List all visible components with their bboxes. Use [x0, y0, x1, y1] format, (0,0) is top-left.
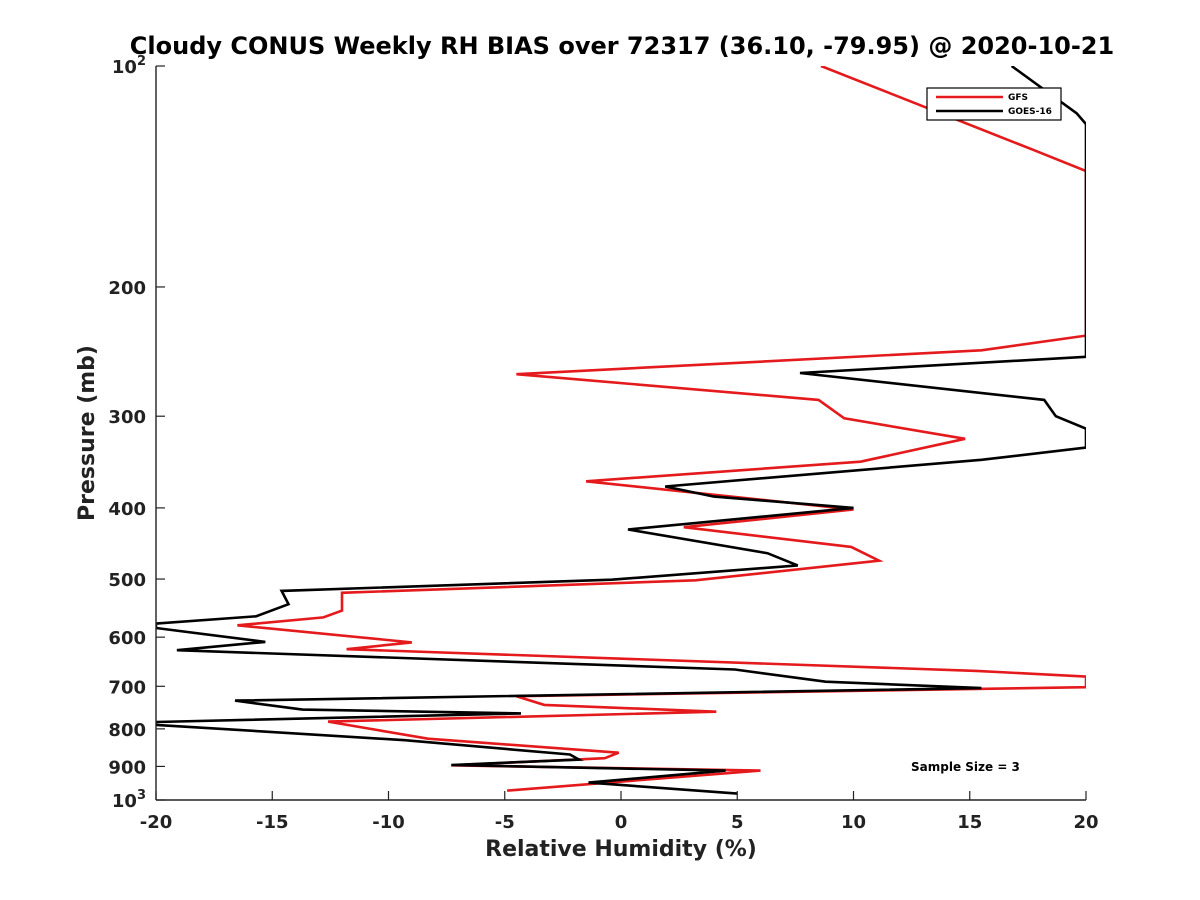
y-tick-label: 103 — [112, 788, 146, 812]
y-tick-label: 500 — [108, 570, 146, 591]
plot-area — [156, 66, 1086, 795]
y-tick-label: 200 — [108, 278, 146, 299]
x-tick-label: -20 — [140, 812, 173, 833]
x-tick-label: -10 — [372, 812, 405, 833]
legend-label-gfs: GFS — [1008, 93, 1028, 103]
x-tick-label: 20 — [1073, 812, 1098, 833]
x-tick-label: -5 — [495, 812, 515, 833]
chart-title: Cloudy CONUS Weekly RH BIAS over 72317 (… — [130, 32, 1114, 60]
y-tick-label: 102 — [112, 54, 146, 78]
y-tick-label: 800 — [108, 720, 146, 741]
x-tick-label: -15 — [256, 812, 289, 833]
y-tick-label: 700 — [108, 677, 146, 698]
legend-box — [926, 87, 1062, 121]
x-tick-label: 5 — [731, 812, 744, 833]
x-tick-label: 10 — [841, 812, 866, 833]
series-line-gfs — [237, 66, 1086, 792]
x-tick-label: 0 — [615, 812, 628, 833]
legend-label-goes16: GOES-16 — [1008, 107, 1052, 117]
y-tick-label: 900 — [108, 757, 146, 778]
x-axis-label: Relative Humidity (%) — [485, 837, 757, 862]
legend: GFS GOES-16 — [926, 87, 1062, 121]
sample-size-annotation: Sample Size = 3 — [911, 760, 1020, 774]
series-line-goes16 — [156, 66, 1086, 795]
y-tick-label: 400 — [108, 499, 146, 520]
y-tick-label: 300 — [108, 407, 146, 428]
y-tick-label: 600 — [108, 628, 146, 649]
x-tick-label: 15 — [957, 812, 982, 833]
y-axis-label: Pressure (mb) — [75, 345, 100, 521]
